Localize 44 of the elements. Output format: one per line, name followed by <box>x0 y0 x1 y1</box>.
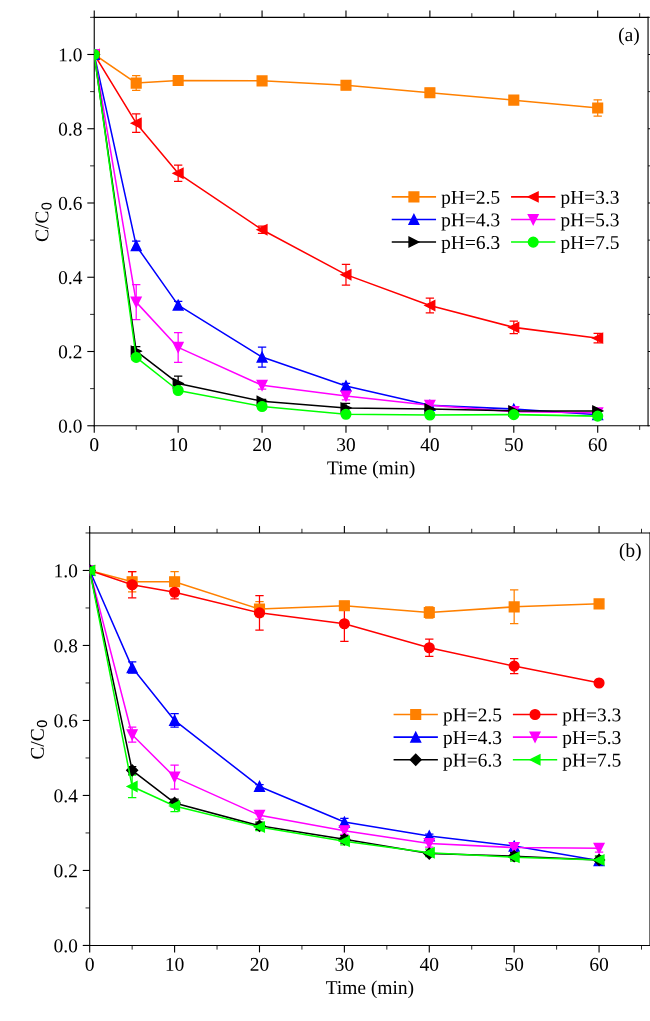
legend-label: pH=7.5 <box>562 753 621 771</box>
x-axis-title: Time (min) <box>326 980 414 999</box>
x-axis-title: Time (min) <box>327 460 415 479</box>
legend-label: pH=4.3 <box>441 213 500 231</box>
x-tick-label: 20 <box>253 438 272 452</box>
legend-label: pH=5.3 <box>562 731 621 749</box>
x-tick-label: 10 <box>166 957 184 971</box>
x-tick-label: 0 <box>85 957 94 971</box>
x-tick-label: 0 <box>90 438 99 452</box>
legend-label: pH=5.3 <box>560 213 619 231</box>
legend-label: pH=4.3 <box>443 731 502 749</box>
legend-label: pH=3.3 <box>560 190 619 208</box>
x-tick-label: 40 <box>420 438 439 452</box>
legend-label: pH=6.3 <box>443 753 502 771</box>
y-tick-label: 0.8 <box>58 122 82 136</box>
x-tick-label: 30 <box>337 438 355 452</box>
y-tick-label: 1.0 <box>59 48 82 62</box>
y-tick-label: 0.0 <box>58 419 82 433</box>
y-axis-title: C/C$_{0}$ <box>35 202 52 242</box>
x-tick-label: 10 <box>170 438 188 452</box>
y-axis-title: C/C$_{0}$ <box>30 720 48 759</box>
x-tick-label: 60 <box>588 438 607 452</box>
x-tick-label: 50 <box>505 957 524 971</box>
y-tick-label: 0.8 <box>54 639 78 653</box>
legend-label: pH=2.5 <box>441 190 500 208</box>
x-tick-label: 30 <box>335 957 354 971</box>
y-tick-label: 0.2 <box>58 345 82 359</box>
legend-label: pH=7.5 <box>560 236 619 254</box>
y-tick-label: 0.4 <box>58 271 83 285</box>
x-tick-label: 50 <box>505 438 523 452</box>
annotation: (b) <box>619 543 641 561</box>
legend-label: pH=2.5 <box>443 708 502 726</box>
legend-label: pH=6.3 <box>441 236 500 254</box>
y-tick-label: 0.4 <box>54 789 78 803</box>
y-tick-label: 1.0 <box>55 564 78 578</box>
y-tick-label: 0.2 <box>54 864 77 878</box>
y-tick-label: 0.6 <box>54 714 78 728</box>
legend-label: pH=3.3 <box>562 708 621 726</box>
x-tick-label: 60 <box>590 957 609 971</box>
x-tick-label: 20 <box>250 957 269 971</box>
x-tick-label: 40 <box>419 957 439 971</box>
y-tick-label: 0.0 <box>54 939 78 953</box>
annotation: (a) <box>619 27 639 46</box>
y-tick-label: 0.6 <box>58 196 82 211</box>
